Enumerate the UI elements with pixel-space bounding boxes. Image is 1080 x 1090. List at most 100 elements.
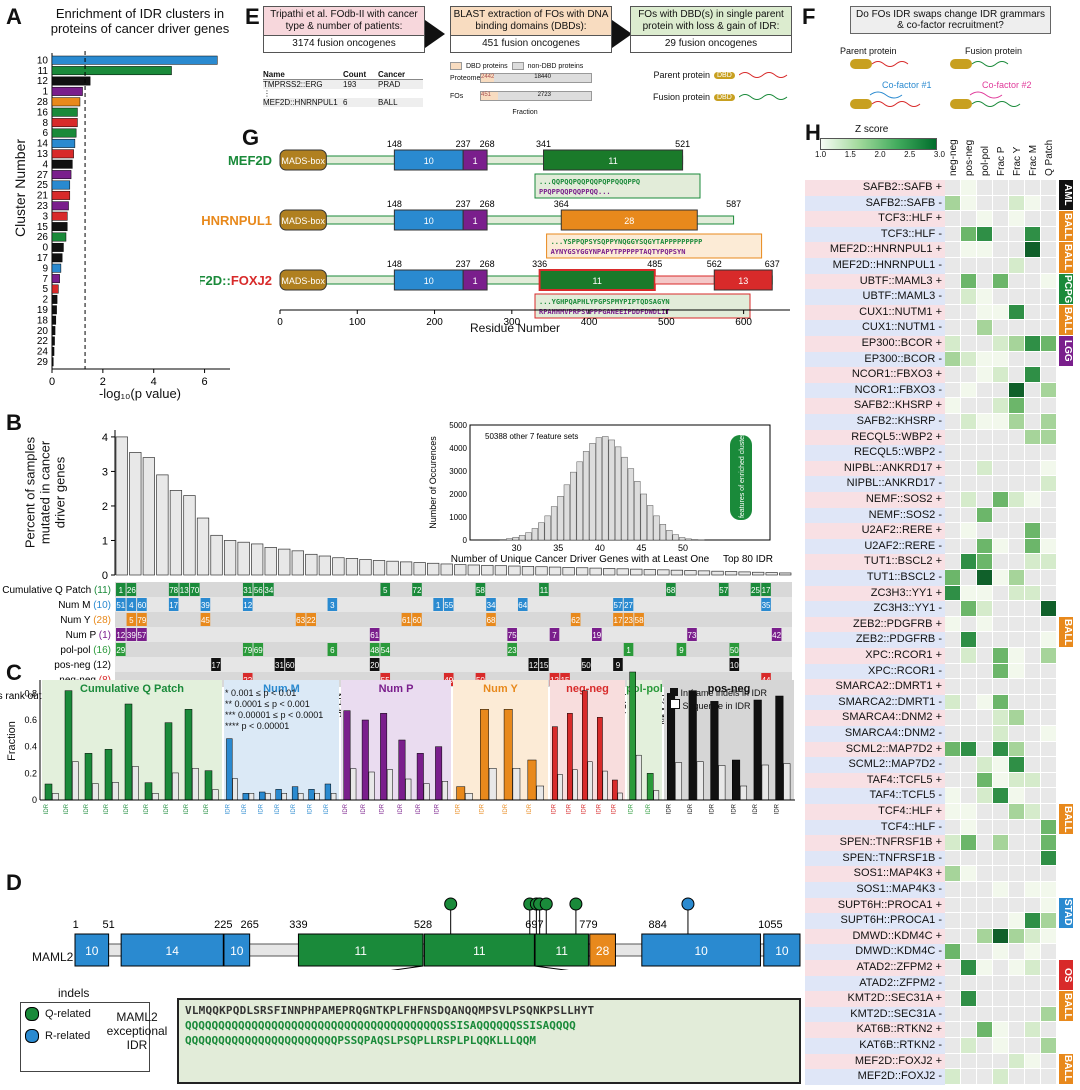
histogram-bar xyxy=(506,538,513,541)
sequence-fraction-bar xyxy=(441,781,448,801)
scale-tick: 1.5 xyxy=(844,150,856,159)
heatmap-row-bg xyxy=(805,1069,945,1085)
heatmap-cell xyxy=(993,211,1008,226)
heatmap-cell xyxy=(1009,492,1024,507)
idr-label: IDR xyxy=(566,803,572,814)
annotation-mark xyxy=(539,583,549,596)
annotation-rank: 7 xyxy=(552,631,557,640)
x-tick-label: 4 xyxy=(151,376,157,388)
heatmap-row-bg xyxy=(805,336,945,352)
histogram-bar xyxy=(595,437,603,541)
heatmap-cell xyxy=(977,336,992,351)
heatmap-cell xyxy=(993,757,1008,772)
heatmap-cell xyxy=(993,632,1008,647)
heatmap-cell xyxy=(1025,538,1040,554)
domain-label: 11 xyxy=(473,944,486,958)
heatmap-cell xyxy=(961,398,976,413)
heatmap-cell xyxy=(1041,554,1056,569)
annotation-mark xyxy=(623,598,634,611)
cancer-type-badge: BALL xyxy=(1059,991,1073,1022)
heatmap-cell xyxy=(977,492,992,507)
annotation-rank: 56 xyxy=(254,586,263,595)
residue-position: 225 xyxy=(214,919,232,931)
idr-label: IDR xyxy=(164,803,170,814)
heatmap-row-label: TCF4::HLF + xyxy=(878,805,942,817)
annotation-rank: 10 xyxy=(730,661,739,670)
idr-label: IDR xyxy=(731,803,737,814)
heatmap-row-label: TCF3::HLF + xyxy=(878,212,942,225)
cluster-bar-20 xyxy=(51,326,56,336)
annotation-mark xyxy=(592,628,602,641)
heatmap-row-bg xyxy=(805,445,945,461)
heatmap-cell xyxy=(977,1053,992,1069)
heatmap-cell xyxy=(961,1053,976,1069)
table-cell: 6 xyxy=(343,98,348,107)
idr-label: IDR xyxy=(242,803,248,814)
heatmap-cell xyxy=(1025,663,1040,679)
heatmap-cell xyxy=(977,616,992,632)
idr-label: IDR xyxy=(343,803,349,814)
dbd-icon: DBD xyxy=(714,71,735,79)
heatmap-cell xyxy=(961,648,976,663)
heatmap-row-bg xyxy=(805,679,945,695)
group-title: Num Y xyxy=(483,683,518,695)
heatmap-row-bg xyxy=(805,960,945,976)
residue-position: 697 xyxy=(525,919,543,931)
heatmap-cell xyxy=(945,382,960,398)
heatmap-cell xyxy=(1009,585,1024,601)
panel-c: C Fraction 0 0.2 0.4 0.6 0.8 Cumulative Q Pat… xyxy=(0,660,800,870)
annotation-mark xyxy=(253,643,264,656)
histogram-bar xyxy=(608,439,615,541)
residue-position: 339 xyxy=(289,919,307,931)
heatmap-cell xyxy=(993,289,1008,304)
residue-position: 148 xyxy=(387,199,402,209)
histogram-bar xyxy=(518,535,526,541)
heatmap-cell xyxy=(1009,663,1024,679)
annotation-row-label: pol-pol (16) xyxy=(60,645,111,656)
domain-label: 10 xyxy=(85,944,99,958)
y-tick-label: 0.6 xyxy=(24,715,37,725)
inset-x-tick-label: 45 xyxy=(636,543,646,553)
heatmap-row-bg xyxy=(805,601,945,617)
inset-x-tick-label: 35 xyxy=(553,543,563,553)
annotation-mark xyxy=(401,613,412,626)
domain-label: 28 xyxy=(624,216,634,226)
sequence-fraction-bar xyxy=(386,769,393,801)
heatmap-cell xyxy=(961,429,976,445)
idr-label: IDR xyxy=(104,803,110,814)
inset-xlabel: Number of Unique Cancer Driver Genes wit… xyxy=(451,554,710,565)
annotation-rank: 69 xyxy=(254,646,263,655)
table-head-name: Name xyxy=(263,70,285,79)
heatmap-cell xyxy=(993,835,1008,850)
heatmap-cell xyxy=(1009,804,1024,819)
heatmap-cell xyxy=(945,663,960,679)
heatmap-cell xyxy=(993,429,1008,445)
idr-label: IDR xyxy=(611,803,617,814)
parent-idr-wave xyxy=(738,72,788,78)
heatmap-cell xyxy=(1041,960,1056,975)
bar-FBXO11 xyxy=(467,564,480,576)
heatmap-cell xyxy=(1025,648,1040,663)
annotation-rank: 17 xyxy=(762,586,771,595)
heatmap-cell xyxy=(993,616,1008,632)
idr-label: IDR xyxy=(379,803,385,814)
cancer-type-badge: STAD xyxy=(1059,897,1073,928)
heatmap-cell xyxy=(1025,819,1040,835)
heatmap-cell xyxy=(1025,975,1040,991)
heatmap-row-label: EP300::BCOR - xyxy=(864,352,942,365)
heatmap-cell xyxy=(1041,944,1056,959)
idr-label: IDR xyxy=(581,803,587,814)
heatmap-cell xyxy=(1025,944,1040,959)
scale-tick: 3.0 xyxy=(933,150,945,159)
heatmap-row-bg xyxy=(805,819,945,836)
bar-DAXX xyxy=(508,565,521,576)
heatmap-cell xyxy=(977,289,992,304)
annotation-rank: 12 xyxy=(243,601,252,610)
x-tick-label: 200 xyxy=(426,317,443,328)
sequence-fraction-bar xyxy=(675,762,683,801)
indel-fraction-bar xyxy=(324,783,332,801)
heatmap-row-bg xyxy=(805,382,945,399)
heatmap-cell xyxy=(945,1006,960,1022)
heatmap-row-label: ZEB2::PDGFRB - xyxy=(855,633,942,646)
